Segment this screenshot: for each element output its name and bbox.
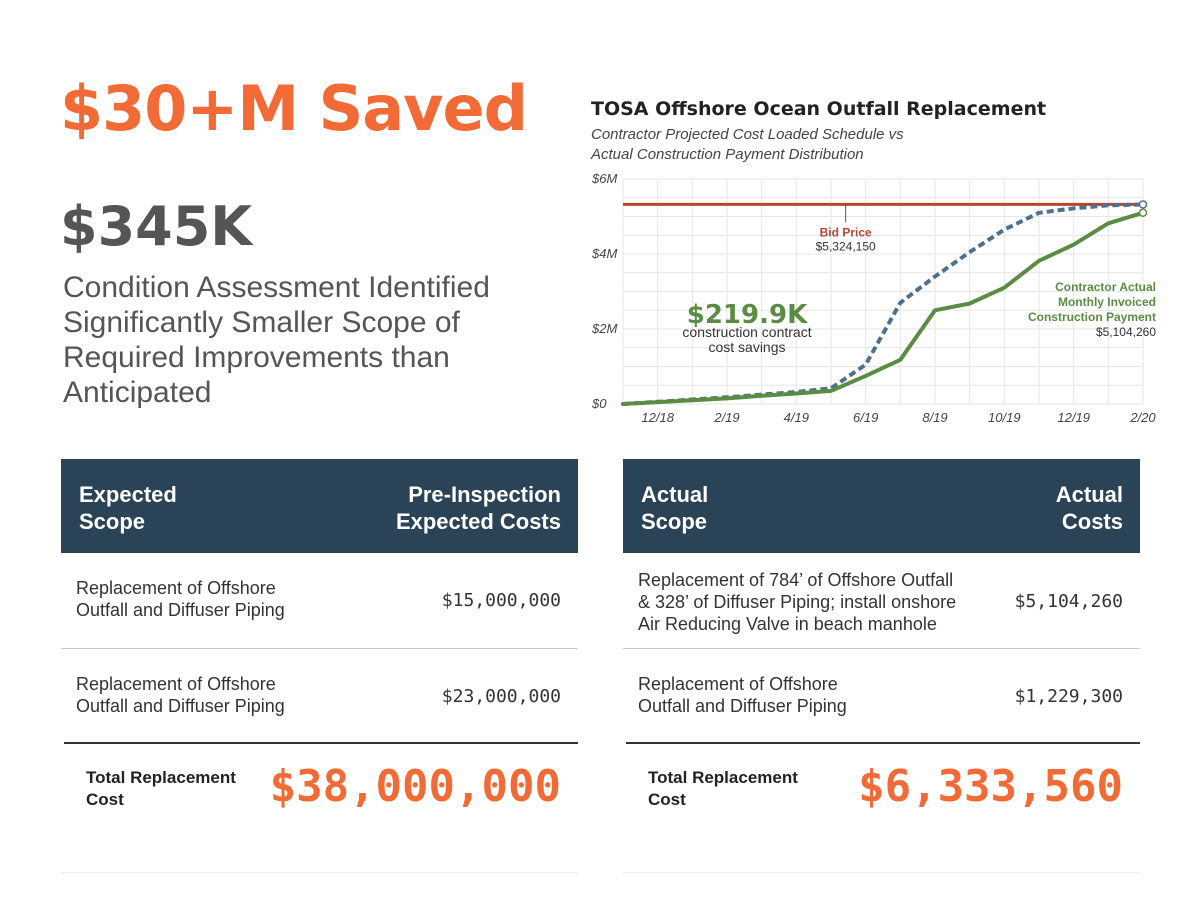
series-label-actual: Monthly Invoiced xyxy=(1058,295,1156,309)
series-endpoint-projected xyxy=(1138,200,1148,209)
series-line-projected xyxy=(622,202,1144,406)
desc-line: Replacement of Offshore xyxy=(76,578,276,598)
panel-bottom-rule xyxy=(61,872,578,873)
row-divider xyxy=(623,648,1140,649)
header-scope: Expected Scope xyxy=(79,481,177,535)
desc-line: Replacement of Offshore xyxy=(638,674,838,694)
expected-scope-table: Expected Scope Pre-Inspection Expected C… xyxy=(61,459,578,889)
header-line: Scope xyxy=(79,509,146,534)
total-divider xyxy=(64,742,578,744)
series-endpoint-actual xyxy=(1138,208,1148,217)
row-amount: $23,000,000 xyxy=(441,686,561,707)
header-line: Scope xyxy=(641,509,708,534)
total-divider xyxy=(626,742,1140,744)
total-label-line: Cost xyxy=(648,790,686,809)
header-line: Expected xyxy=(79,482,177,507)
series-label-actual: Construction Payment xyxy=(1028,310,1156,324)
header-costs: Actual Costs xyxy=(1056,481,1123,535)
total-label: Total Replacement Cost xyxy=(86,767,236,811)
headline-savings: $30+M Saved xyxy=(60,72,528,145)
header-scope: Actual Scope xyxy=(641,481,708,535)
assessment-cost: $345K xyxy=(60,195,253,258)
total-label-line: Total Replacement xyxy=(648,768,798,787)
x-tick-label: 12/19 xyxy=(1057,410,1090,425)
desc-line: Replacement of Offshore xyxy=(76,674,276,694)
row-amount: $1,229,300 xyxy=(1014,686,1123,707)
table-row: Replacement of Offshore Outfall and Diff… xyxy=(61,577,578,647)
y-tick-label: $4M xyxy=(591,246,617,261)
chart-subtitle-line: Contractor Projected Cost Loaded Schedul… xyxy=(591,126,904,143)
desc-line: Replacement of 784’ of Offshore Outfall xyxy=(638,570,954,590)
actual-scope-table: Actual Scope Actual Costs Replacement of… xyxy=(623,459,1140,889)
row-description: Replacement of Offshore Outfall and Diff… xyxy=(76,673,285,717)
row-description: Replacement of Offshore Outfall and Diff… xyxy=(76,577,285,621)
cost-chart: $0 $2M $4M $6M 12/18 2/19 4/19 6/19 8/19 10/19 12/… xyxy=(591,171,1156,425)
desc-line: Air Reducing Valve in beach manhole xyxy=(638,614,937,634)
total-label-line: Total Replacement xyxy=(86,768,236,787)
x-tick-label: 10/19 xyxy=(988,410,1021,425)
table-row: Replacement of Offshore Outfall and Diff… xyxy=(61,673,578,733)
header-costs: Pre-Inspection Expected Costs xyxy=(396,481,561,535)
assessment-description: Condition Assessment Identified Signific… xyxy=(63,271,490,409)
table-row: Replacement of 784’ of Offshore Outfall … xyxy=(623,569,1140,639)
table-header: Actual Scope Actual Costs xyxy=(623,459,1140,553)
x-tick-label: 6/19 xyxy=(853,410,878,425)
savings-amount: $219.9K xyxy=(687,300,808,330)
series-label-actual: Contractor Actual xyxy=(1055,280,1156,294)
header-line: Actual xyxy=(641,482,709,507)
header-line: Pre-Inspection xyxy=(408,482,561,507)
x-tick-label: 4/19 xyxy=(784,410,809,425)
chart-subtitle-line: Actual Construction Payment Distribution xyxy=(591,146,864,163)
y-tick-label: $0 xyxy=(591,396,607,411)
header-line: Actual xyxy=(1055,482,1123,507)
header-line: Expected Costs xyxy=(395,509,561,534)
row-amount: $15,000,000 xyxy=(441,590,561,611)
table-row: Replacement of Offshore Outfall and Diff… xyxy=(623,673,1140,733)
row-description: Replacement of Offshore Outfall and Diff… xyxy=(638,673,847,717)
row-amount: $5,104,260 xyxy=(1014,591,1123,612)
x-tick-label: 12/18 xyxy=(641,410,674,425)
series-amount-actual: $5,104,260 xyxy=(1096,325,1156,339)
total-amount: $6,333,560 xyxy=(858,761,1123,812)
total-label-line: Cost xyxy=(86,790,124,809)
series-line-actual xyxy=(621,210,1145,406)
table-header: Expected Scope Pre-Inspection Expected C… xyxy=(61,459,578,553)
chart-title: TOSA Offshore Ocean Outfall Replacement xyxy=(591,98,1047,120)
panel-bottom-rule xyxy=(623,872,1140,873)
row-divider xyxy=(61,648,578,649)
chart-subtitle: Contractor Projected Cost Loaded Schedul… xyxy=(591,125,991,165)
savings-text: cost savings xyxy=(708,339,785,355)
desc-line: Outfall and Diffuser Piping xyxy=(76,696,285,716)
total-label: Total Replacement Cost xyxy=(648,767,798,811)
x-tick-label: 8/19 xyxy=(922,410,947,425)
x-tick-label: 2/19 xyxy=(713,410,739,425)
row-description: Replacement of 784’ of Offshore Outfall … xyxy=(638,569,956,635)
desc-line: Outfall and Diffuser Piping xyxy=(76,600,285,620)
y-tick-label: $6M xyxy=(591,171,617,186)
x-tick-label: 2/20 xyxy=(1129,410,1156,425)
y-tick-label: $2M xyxy=(591,321,617,336)
savings-text: construction contract xyxy=(682,324,811,340)
desc-line: & 328’ of Diffuser Piping; install onsho… xyxy=(638,592,957,612)
total-amount: $38,000,000 xyxy=(269,761,561,812)
header-line: Costs xyxy=(1061,509,1123,534)
bid-price-label: Bid Price xyxy=(820,225,872,239)
desc-line: Outfall and Diffuser Piping xyxy=(638,696,847,716)
bid-price-amount: $5,324,150 xyxy=(816,239,876,253)
